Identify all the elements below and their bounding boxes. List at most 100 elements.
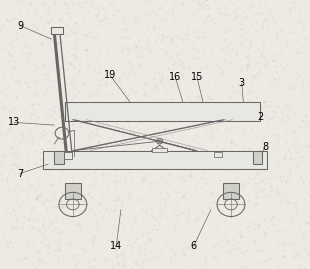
Bar [223, 183, 239, 199]
Point [237, 129, 242, 134]
Point [122, 90, 127, 94]
Point [68, 61, 73, 66]
Point [131, 220, 136, 225]
Point [144, 80, 149, 84]
Point [145, 36, 150, 40]
Point [11, 106, 16, 110]
Point [11, 207, 16, 211]
Point [36, 230, 41, 235]
Point [51, 109, 56, 113]
Point [240, 184, 245, 188]
Point [72, 227, 77, 232]
Point [186, 66, 191, 70]
Point [222, 13, 227, 17]
Point [239, 93, 244, 97]
Point [99, 146, 104, 150]
Point [225, 27, 230, 31]
Point [162, 203, 167, 207]
Point [240, 26, 245, 30]
Point [100, 76, 105, 80]
Point [111, 263, 116, 267]
Point [78, 103, 82, 107]
Point [198, 113, 203, 118]
Point [195, 7, 200, 11]
Point [82, 163, 86, 167]
Point [240, 126, 245, 130]
Point [52, 39, 57, 43]
Point [207, 179, 212, 183]
Point [205, 165, 210, 169]
Point [60, 118, 65, 122]
Point [152, 137, 157, 142]
Point [120, 71, 125, 75]
Point [294, 209, 299, 213]
Point [20, 48, 24, 53]
Point [260, 50, 265, 54]
Point [150, 9, 155, 13]
Point [246, 179, 250, 184]
Point [124, 194, 129, 199]
Point [232, 142, 237, 146]
Point [38, 192, 43, 196]
Point [32, 217, 37, 221]
Point [11, 137, 16, 141]
Point [269, 84, 274, 88]
Point [43, 115, 48, 119]
Point [174, 190, 179, 194]
Point [193, 125, 198, 129]
Point [25, 217, 30, 222]
Point [119, 49, 124, 54]
Point [86, 155, 91, 159]
Point [169, 38, 174, 43]
Point [264, 121, 269, 125]
Point [293, 130, 298, 134]
Point [219, 46, 224, 51]
Point [147, 172, 152, 177]
Point [19, 176, 24, 181]
Point [187, 126, 192, 130]
Point [202, 20, 207, 25]
Point [306, 144, 310, 149]
Point [205, 70, 210, 74]
Point [2, 236, 7, 240]
Point [88, 135, 93, 140]
Point [234, 154, 239, 159]
Point [211, 200, 216, 204]
Point [29, 262, 34, 266]
Point [259, 25, 264, 29]
Point [23, 255, 28, 260]
Point [52, 249, 57, 253]
Point [173, 1, 178, 5]
Point [241, 15, 246, 19]
Point [238, 33, 243, 37]
Point [141, 216, 146, 220]
Point [243, 37, 248, 41]
Point [60, 205, 64, 209]
Point [272, 206, 277, 210]
Point [27, 242, 32, 246]
Point [280, 182, 285, 186]
Point [56, 74, 61, 78]
Point [57, 247, 62, 251]
Point [105, 49, 110, 53]
Point [174, 33, 179, 37]
Point [98, 19, 103, 23]
Point [127, 128, 132, 133]
Point [131, 71, 136, 75]
Point [48, 85, 53, 90]
Point [246, 6, 251, 10]
Point [82, 192, 86, 196]
Point [0, 178, 4, 182]
Point [118, 44, 123, 49]
Point [62, 31, 67, 36]
Point [31, 240, 36, 245]
Point [173, 188, 178, 193]
Point [262, 2, 267, 6]
Point [113, 165, 118, 170]
Point [77, 62, 82, 66]
Point [159, 33, 164, 37]
Point [54, 247, 59, 252]
Point [303, 122, 308, 127]
Point [21, 214, 26, 219]
Point [290, 108, 295, 112]
